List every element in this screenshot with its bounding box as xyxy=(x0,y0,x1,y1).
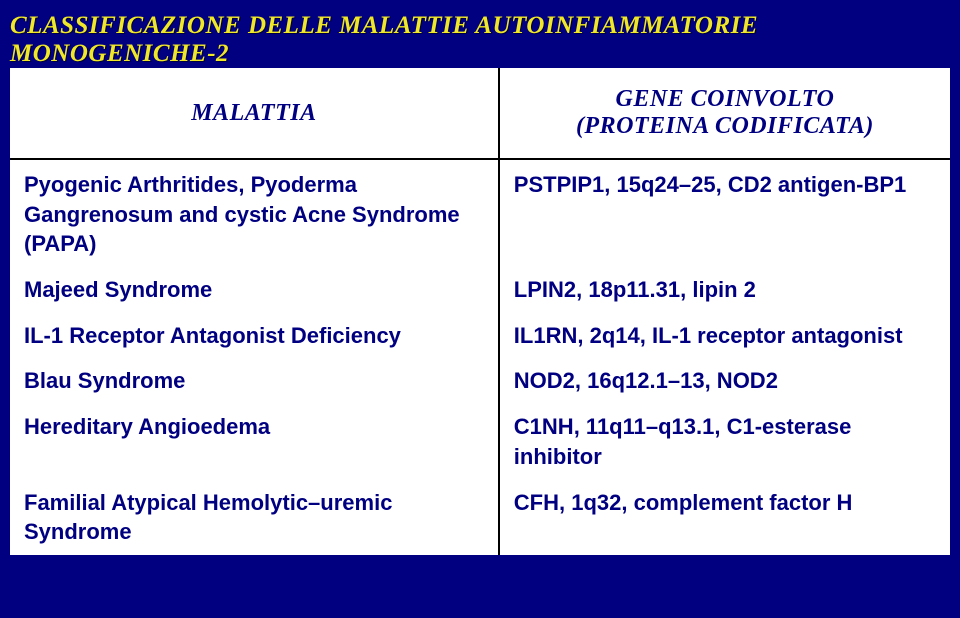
table-row: Pyogenic Arthritides, Pyoderma Gangrenos… xyxy=(10,159,950,267)
cell-gene: PSTPIP1, 15q24–25, CD2 antigen-BP1 xyxy=(499,159,950,267)
table-row: IL-1 Receptor Antagonist Deficiency IL1R… xyxy=(10,313,950,359)
cell-gene: C1NH, 11q11–q13.1, C1-esterase inhibitor xyxy=(499,404,950,479)
table-row: Majeed Syndrome LPIN2, 18p11.31, lipin 2 xyxy=(10,267,950,313)
cell-disease: Majeed Syndrome xyxy=(10,267,499,313)
table-body: Pyogenic Arthritides, Pyoderma Gangrenos… xyxy=(10,159,950,555)
column-header-gene: GENE COINVOLTO (PROTEINA CODIFICATA) xyxy=(499,68,950,159)
cell-gene: CFH, 1q32, complement factor H xyxy=(499,480,950,555)
column-header-malattia: MALATTIA xyxy=(10,68,499,159)
slide-title: CLASSIFICAZIONE DELLE MALATTIE AUTOINFIA… xyxy=(0,0,960,68)
cell-gene: LPIN2, 18p11.31, lipin 2 xyxy=(499,267,950,313)
slide: CLASSIFICAZIONE DELLE MALATTIE AUTOINFIA… xyxy=(0,0,960,618)
cell-disease: Pyogenic Arthritides, Pyoderma Gangrenos… xyxy=(10,159,499,267)
cell-disease: Blau Syndrome xyxy=(10,358,499,404)
cell-gene: NOD2, 16q12.1–13, NOD2 xyxy=(499,358,950,404)
cell-disease: IL-1 Receptor Antagonist Deficiency xyxy=(10,313,499,359)
column-header-gene-line2: (PROTEINA CODIFICATA) xyxy=(576,113,874,139)
classification-table: MALATTIA GENE COINVOLTO (PROTEINA CODIFI… xyxy=(10,68,950,555)
table-row: Blau Syndrome NOD2, 16q12.1–13, NOD2 xyxy=(10,358,950,404)
table-row: Familial Atypical Hemolytic–uremic Syndr… xyxy=(10,480,950,555)
cell-gene: IL1RN, 2q14, IL-1 receptor antagonist xyxy=(499,313,950,359)
table-row: Hereditary Angioedema C1NH, 11q11–q13.1,… xyxy=(10,404,950,479)
cell-disease: Hereditary Angioedema xyxy=(10,404,499,479)
table-header-row: MALATTIA GENE COINVOLTO (PROTEINA CODIFI… xyxy=(10,68,950,159)
classification-table-wrap: MALATTIA GENE COINVOLTO (PROTEINA CODIFI… xyxy=(10,68,950,555)
column-header-gene-line1: GENE COINVOLTO xyxy=(615,86,834,112)
cell-disease: Familial Atypical Hemolytic–uremic Syndr… xyxy=(10,480,499,555)
